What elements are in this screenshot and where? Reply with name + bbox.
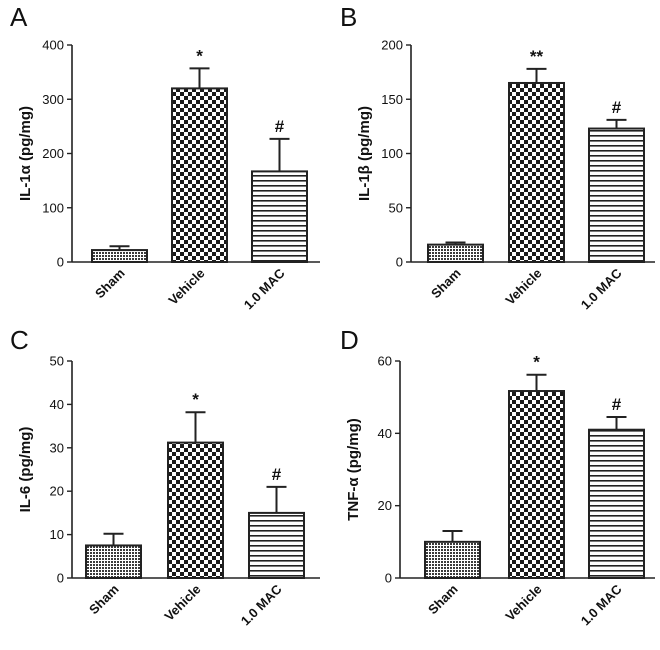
bar-sham [427, 243, 484, 263]
y-tick-label: 200 [381, 38, 403, 53]
x-tick-label: Vehicle [502, 582, 544, 624]
y-tick-label: 0 [396, 255, 403, 270]
panel-a: A 0 100 200 300 400 IL-1α (pg/mg) Sham * Vehicle #… [10, 2, 320, 312]
significance-marker: * [192, 390, 199, 409]
significance-marker: ** [530, 47, 544, 66]
y-tick-label: 40 [378, 426, 392, 441]
y-tick-label: 100 [42, 200, 64, 215]
x-tick-label: Vehicle [161, 582, 203, 624]
y-tick-label: 0 [57, 255, 64, 270]
significance-marker: * [196, 46, 203, 65]
bar-vehicle [167, 441, 224, 580]
bar-sham [85, 544, 142, 580]
panel-letter: B [340, 2, 357, 32]
bar-vehicle [508, 390, 565, 580]
y-tick-label: 400 [42, 38, 64, 53]
y-axis-label: IL-6 (pg/mg) [17, 427, 34, 513]
bar-1-0-mac [248, 511, 305, 580]
y-axis-label: TNF-α (pg/mg) [345, 418, 362, 521]
y-tick-label: 150 [381, 92, 403, 107]
bar-sham [91, 249, 148, 264]
y-tick-label: 300 [42, 92, 64, 107]
y-tick-label: 0 [57, 571, 64, 586]
panel-d: D 0 20 40 60 TNF-α (pg/mg) Sham * Vehicle #1.0 MA… [340, 325, 655, 628]
x-tick-label: Sham [425, 582, 461, 618]
x-tick-label: 1.0 MAC [238, 581, 285, 628]
bar-vehicle [508, 81, 565, 263]
y-tick-label: 10 [50, 527, 64, 542]
y-tick-label: 30 [50, 440, 64, 455]
x-tick-label: 1.0 MAC [578, 265, 625, 312]
x-tick-label: 1.0 MAC [578, 581, 625, 628]
panel-c: C 0 10 20 30 40 50 IL-6 (pg/mg) Sham * Vehicle #1.0… [10, 325, 320, 628]
bar-1-0-mac [588, 127, 645, 263]
y-tick-label: 200 [42, 146, 64, 161]
significance-marker: # [612, 98, 622, 117]
y-tick-label: 0 [385, 571, 392, 586]
y-tick-label: 50 [389, 200, 403, 215]
panel-letter: A [10, 2, 28, 32]
y-axis-label: IL-1α (pg/mg) [17, 106, 34, 201]
y-tick-label: 50 [50, 354, 64, 369]
y-tick-label: 20 [50, 484, 64, 499]
y-axis-label: IL-1β (pg/mg) [356, 106, 373, 201]
y-tick-label: 100 [381, 146, 403, 161]
bar-1-0-mac [588, 428, 645, 580]
x-tick-label: Vehicle [165, 266, 207, 308]
significance-marker: # [275, 117, 285, 136]
significance-marker: # [612, 395, 622, 414]
significance-marker: # [272, 465, 282, 484]
x-tick-label: Sham [86, 582, 122, 618]
y-tick-label: 60 [378, 354, 392, 369]
panel-letter: D [340, 325, 359, 355]
x-tick-label: Vehicle [502, 266, 544, 308]
x-tick-label: 1.0 MAC [241, 265, 288, 312]
bar-sham [424, 540, 481, 579]
y-tick-label: 20 [378, 498, 392, 513]
y-tick-label: 40 [50, 397, 64, 412]
x-tick-label: Sham [428, 266, 464, 302]
bar-1-0-mac [251, 170, 308, 263]
bar-vehicle [171, 87, 228, 264]
panel-b: B 0 50 100 150 200 IL-1β (pg/mg) Sham ** Vehicle #… [340, 2, 655, 312]
x-tick-label: Sham [92, 266, 128, 302]
panel-letter: C [10, 325, 29, 355]
significance-marker: * [533, 353, 540, 372]
